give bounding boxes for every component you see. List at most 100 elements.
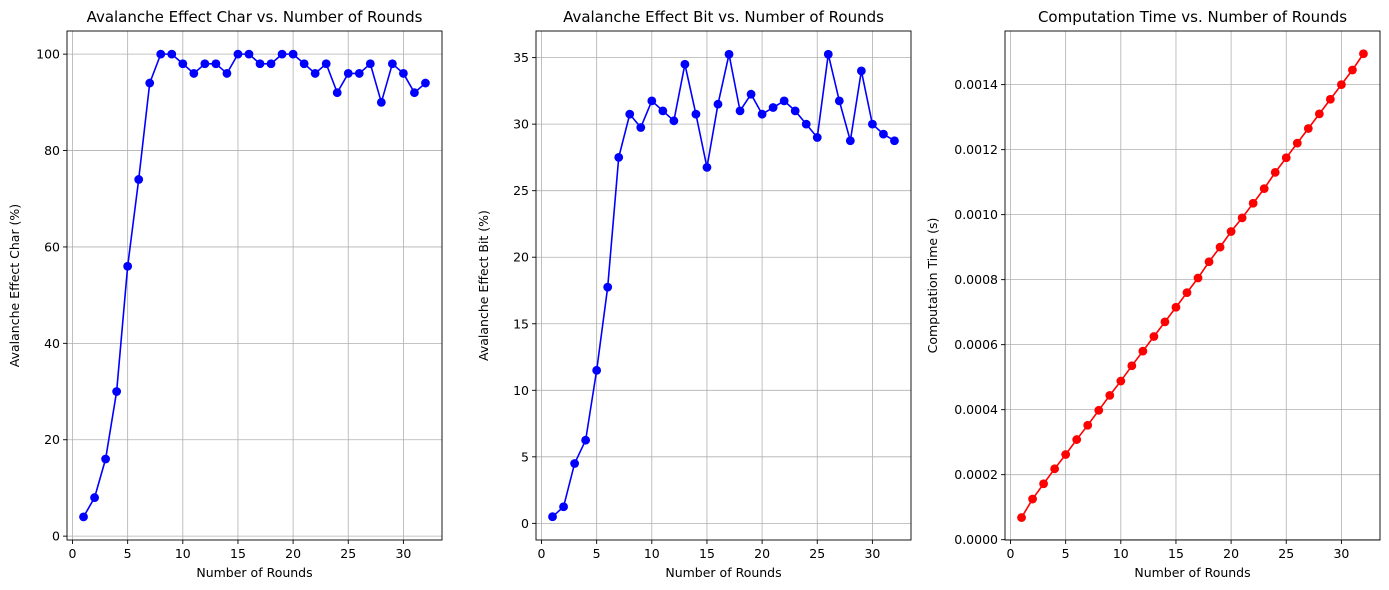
data-point: [812, 133, 822, 142]
data-point: [421, 78, 430, 88]
data-point: [1237, 213, 1247, 223]
data-point: [592, 365, 602, 375]
data-point: [134, 175, 144, 184]
x-tick-label: 25: [809, 546, 825, 561]
data-point: [890, 136, 899, 146]
data-point: [680, 59, 690, 69]
chart-panel-1: 0 5 10 15 20 25 30 0 20 40 60 80 100 Avalanche Effect…: [7, 8, 443, 580]
x-axis-label: Number of Rounds: [665, 565, 781, 580]
data-point: [79, 512, 88, 522]
y-tick-label: 0: [52, 529, 60, 544]
data-point: [1204, 257, 1214, 267]
data-point: [1281, 153, 1291, 163]
series-line: [552, 54, 895, 518]
data-point: [1325, 94, 1335, 104]
data-point: [735, 106, 745, 116]
data-point: [1094, 405, 1104, 415]
data-point: [310, 69, 320, 78]
y-tick-label: 0.0014: [954, 77, 998, 92]
data-point: [266, 59, 276, 69]
y-tick-label: 0.0006: [954, 337, 998, 352]
x-tick-label: 30: [864, 546, 880, 561]
data-point: [376, 97, 386, 107]
y-tick-label: 0.0000: [954, 532, 998, 547]
data-point: [1160, 317, 1170, 327]
x-tick-label: 30: [395, 546, 411, 561]
y-tick-label: 0.0004: [954, 402, 998, 417]
y-tick-label: 40: [44, 336, 60, 351]
y-tick-label: 0.0008: [954, 272, 998, 287]
data-point: [603, 282, 613, 292]
x-tick-label: 5: [593, 546, 601, 561]
data-point: [1359, 49, 1368, 59]
data-point: [790, 106, 800, 116]
data-point: [1017, 513, 1026, 522]
data-point: [867, 119, 877, 129]
x-tick-label: 10: [644, 546, 660, 561]
data-point: [1127, 361, 1137, 371]
x-tick-label: 0: [538, 546, 546, 561]
x-tick-label: 15: [230, 546, 246, 561]
x-tick-label: 20: [754, 546, 770, 561]
y-tick-label: 0.0002: [954, 467, 998, 482]
chart-title: Computation Time vs. Number of Rounds: [1038, 8, 1347, 26]
y-tick-label: 20: [513, 250, 529, 265]
data-point: [365, 59, 375, 69]
data-point: [845, 136, 855, 146]
data-point: [343, 69, 353, 78]
y-tick-label: 0.0010: [954, 207, 998, 222]
data-point: [702, 162, 712, 172]
data-point: [222, 69, 232, 78]
data-point: [1138, 346, 1148, 356]
x-axis-label: Number of Rounds: [196, 565, 312, 580]
y-axis-label: Avalanche Effect Char (%): [7, 204, 22, 367]
data-point: [559, 502, 568, 512]
data-point: [801, 119, 811, 129]
data-point: [321, 59, 331, 69]
data-point: [669, 116, 679, 126]
data-point: [123, 261, 133, 271]
data-point: [178, 59, 188, 69]
data-point: [299, 59, 309, 69]
y-tick-label: 80: [44, 143, 60, 158]
series-line: [82, 53, 426, 518]
x-axis-label: Number of Rounds: [1134, 565, 1250, 580]
data-point: [658, 106, 668, 116]
data-point: [614, 153, 624, 162]
y-tick-label: 25: [513, 183, 529, 198]
y-tick-label: 0: [521, 516, 529, 531]
data-point: [1226, 227, 1236, 236]
data-point: [724, 49, 734, 59]
data-point: [244, 49, 254, 59]
plot-frame: [535, 30, 912, 541]
data-point: [1292, 138, 1302, 148]
y-axis-label: Avalanche Effect Bit (%): [476, 210, 491, 361]
data-point: [570, 459, 580, 468]
x-tick-label: 10: [175, 546, 191, 561]
data-point: [1303, 124, 1313, 133]
data-point: [255, 59, 265, 69]
data-point: [548, 512, 557, 522]
data-point: [211, 59, 221, 69]
data-point: [1259, 184, 1269, 194]
plot-frame: [1004, 30, 1381, 541]
x-tick-label: 20: [285, 546, 301, 561]
data-point: [768, 103, 778, 112]
series-line: [1020, 53, 1365, 518]
y-tick-label: 35: [513, 50, 529, 65]
data-point: [879, 129, 888, 139]
data-point: [757, 109, 767, 119]
data-point: [1215, 242, 1225, 252]
data-point: [625, 109, 635, 119]
data-point: [1336, 80, 1346, 90]
data-point: [647, 96, 657, 106]
data-point: [200, 59, 210, 69]
chart-title: Avalanche Effect Bit vs. Number of Round…: [563, 8, 884, 26]
data-point: [1348, 65, 1357, 75]
data-point: [713, 99, 723, 109]
data-point: [1193, 273, 1203, 283]
data-point: [410, 88, 419, 98]
y-tick-label: 0.0012: [954, 142, 998, 157]
data-point: [90, 493, 99, 502]
